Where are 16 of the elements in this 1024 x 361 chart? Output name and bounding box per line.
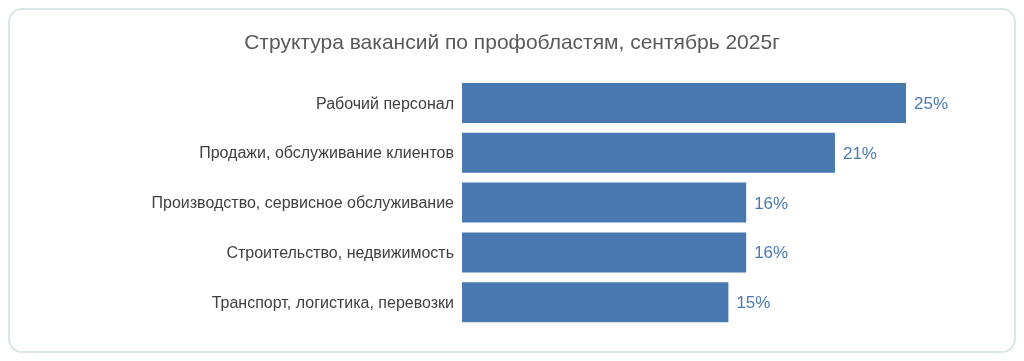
y-tick-label: Строительство, недвижимость — [226, 243, 454, 261]
chart-title: Структура вакансий по профобластям, сентябрь 2025г — [243, 30, 781, 54]
bar — [462, 83, 906, 123]
bar — [462, 182, 747, 223]
bar — [462, 232, 747, 273]
y-tick-label: Транспорт, логистика, перевозки — [211, 293, 454, 311]
y-tick-label: Производство, сервисное обслуживание — [151, 194, 455, 212]
data-label: 25% — [914, 94, 949, 114]
data-label: 21% — [842, 143, 877, 163]
bar — [462, 282, 729, 323]
y-tick-label: Рабочий персонал — [315, 94, 454, 112]
data-label: 16% — [754, 243, 789, 263]
bar — [462, 132, 835, 173]
data-label: 16% — [754, 193, 789, 213]
y-tick-label: Продажи, обслуживание клиентов — [199, 144, 454, 162]
data-label: 15% — [736, 293, 771, 313]
